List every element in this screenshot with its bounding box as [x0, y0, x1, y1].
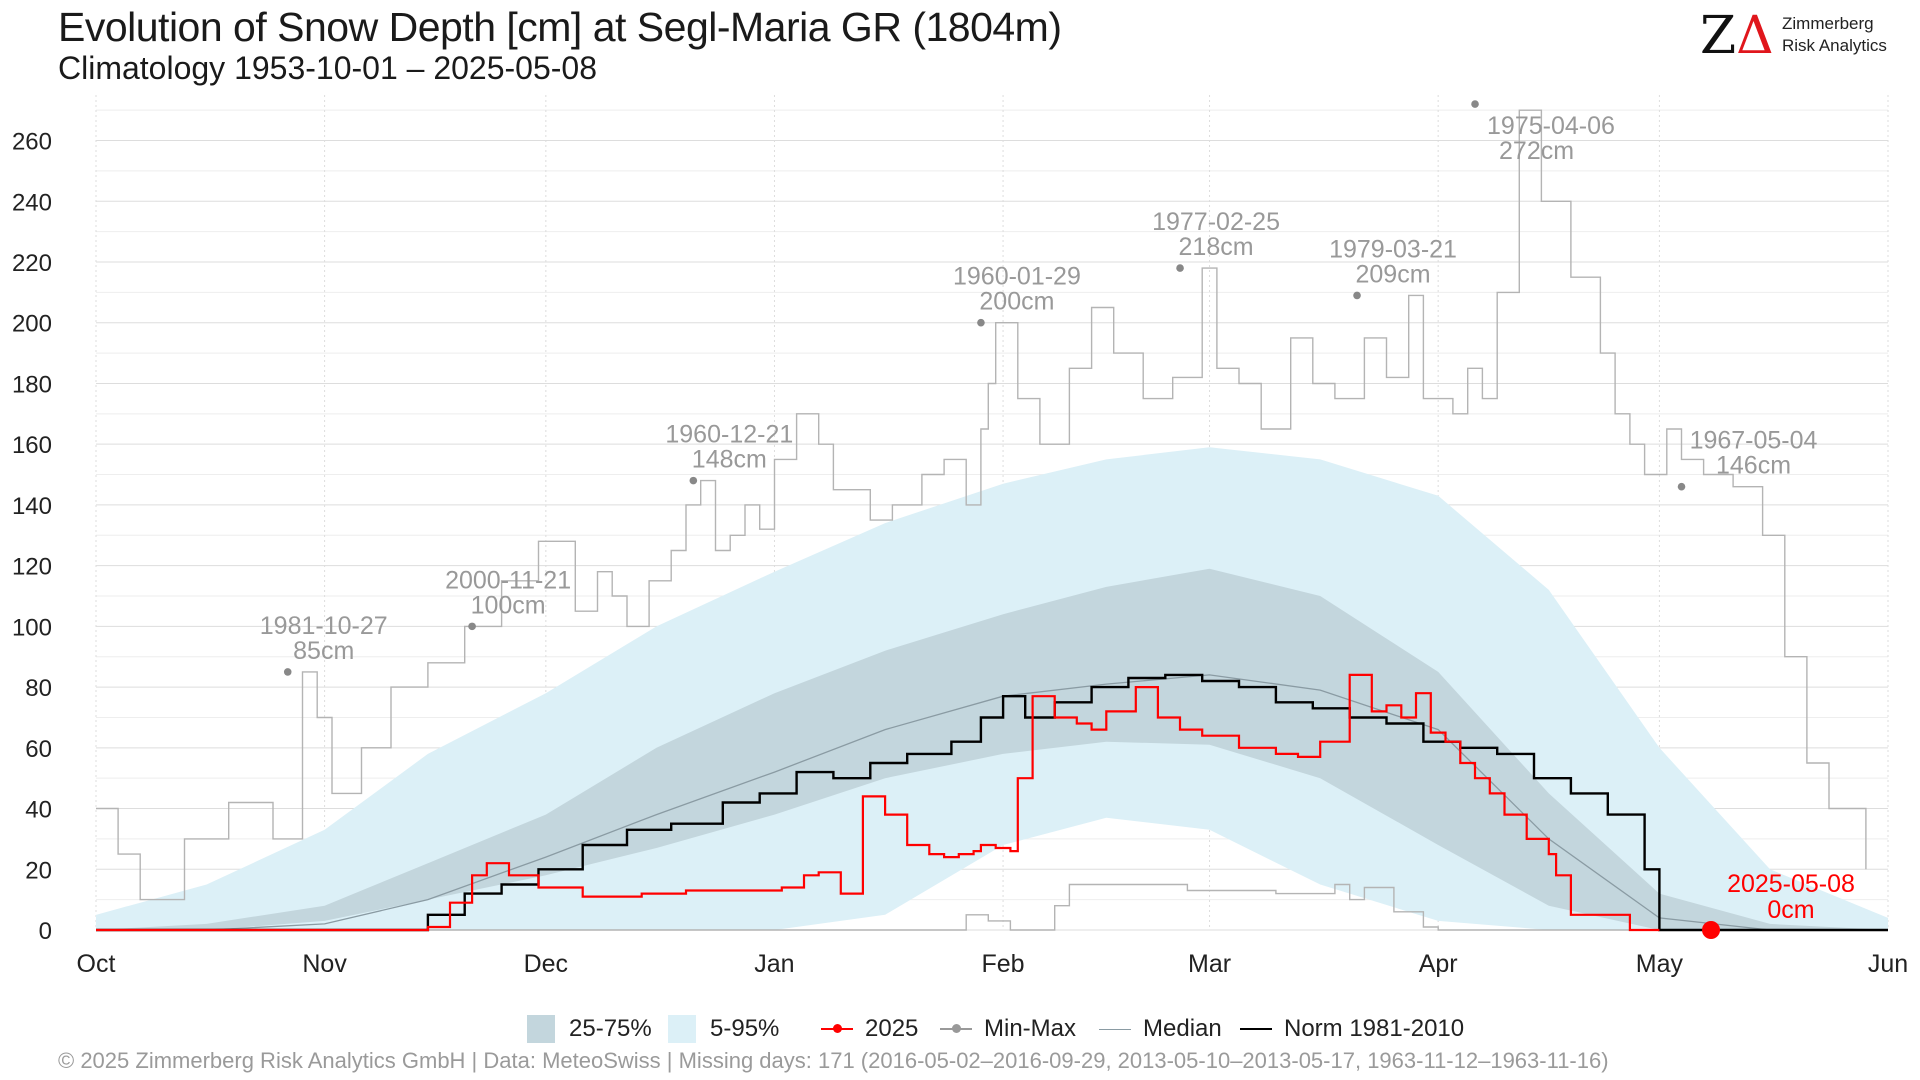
record-value-label: 272cm — [1499, 137, 1574, 165]
chart-title: Evolution of Snow Depth [cm] at Segl-Mar… — [58, 4, 1062, 50]
legend-item-25-75: 25-75% — [527, 1012, 652, 1046]
x-tick-label: Oct — [77, 950, 116, 978]
y-tick-label: 120 — [12, 554, 52, 581]
x-tick-label: Mar — [1188, 950, 1231, 978]
y-tick-label: 200 — [12, 311, 52, 338]
record-date-label: 1960-01-29 — [953, 263, 1081, 291]
logo-text-line2: Risk Analytics — [1782, 36, 1887, 55]
band-25-75 — [96, 568, 1888, 930]
x-tick-label: Dec — [524, 950, 568, 978]
legend-item-norm: Norm 1981-2010 — [1240, 1012, 1464, 1046]
chart-subtitle: Climatology 1953-10-01 – 2025-05-08 — [58, 50, 598, 86]
footer-credits: © 2025 Zimmerberg Risk Analytics GmbH | … — [58, 1048, 1609, 1073]
record-point — [1176, 264, 1184, 272]
legend-swatch-2025 — [821, 1015, 853, 1043]
record-value-label: 209cm — [1356, 260, 1431, 288]
logo-text-line1: Zimmerberg — [1782, 14, 1874, 33]
record-value-label: 200cm — [979, 288, 1054, 316]
x-tick-label: Feb — [982, 950, 1025, 978]
current-point — [1702, 921, 1721, 939]
legend-swatch-norm — [1240, 1015, 1272, 1043]
x-tick-label: Jan — [754, 950, 794, 978]
record-date-label: 2000-11-21 — [445, 566, 571, 594]
y-tick-label: 160 — [12, 432, 52, 459]
x-tick-label: Apr — [1419, 950, 1458, 978]
legend-label-5-95: 5-95% — [710, 1015, 780, 1042]
current-value-label: 0cm — [1767, 896, 1814, 924]
series-2025-line — [96, 673, 1660, 932]
x-tick-label: Jun — [1868, 950, 1908, 978]
record-point — [977, 318, 985, 327]
legend-item-median: Median — [1099, 1012, 1222, 1046]
legend-label-25-75: 25-75% — [569, 1015, 652, 1042]
y-tick-label: 100 — [12, 614, 52, 641]
snow-depth-chart: 0 20 40 60 80 100 120 140 160 180 200 220 240 260 Oct N… — [12, 95, 1908, 978]
y-tick-label: 260 — [12, 129, 52, 156]
y-tick-label: 0 — [39, 918, 52, 945]
y-tick-label: 180 — [12, 371, 52, 398]
legend-label-median: Median — [1143, 1015, 1222, 1042]
series-min-line — [96, 883, 1888, 931]
y-tick-label: 40 — [25, 797, 52, 824]
legend-item-2025: 2025 — [821, 1012, 918, 1046]
record-point — [689, 476, 698, 485]
percentile-bands — [96, 447, 1888, 930]
legend-swatch-median — [1099, 1015, 1131, 1043]
y-tick-label: 60 — [25, 736, 52, 763]
record-value-label: 146cm — [1716, 452, 1791, 480]
record-date-label: 1981-10-27 — [260, 612, 388, 640]
y-tick-label: 240 — [12, 189, 52, 216]
record-point — [283, 668, 292, 676]
record-value-label: 85cm — [293, 637, 354, 665]
legend-item-min-max: Min-Max — [940, 1012, 1076, 1046]
record-date-label: 1960-12-21 — [665, 421, 793, 449]
series-max-line — [96, 109, 1867, 901]
legend-label-2025: 2025 — [865, 1015, 919, 1042]
y-tick-label: 80 — [25, 675, 52, 702]
record-point — [468, 622, 476, 631]
y-tick-label: 20 — [25, 857, 52, 884]
record-date-label: 1975-04-06 — [1487, 112, 1615, 140]
legend-swatch-min-max — [940, 1015, 972, 1043]
legend-swatch-25-75 — [527, 1015, 555, 1043]
logo-mark: ZΔ — [1700, 6, 1774, 66]
legend-swatch-5-95 — [668, 1015, 696, 1043]
annotations: 1981-10-2785cm2000-11-21100cm1960-12-211… — [260, 100, 1855, 939]
x-tick-label: May — [1636, 950, 1684, 978]
legend-label-min-max: Min-Max — [984, 1015, 1077, 1042]
company-logo: ZΔ Zimmerberg Risk Analytics — [1700, 8, 1900, 64]
record-value-label: 218cm — [1179, 233, 1254, 261]
record-point — [1677, 482, 1686, 491]
legend-label-norm: Norm 1981-2010 — [1284, 1015, 1465, 1042]
record-point — [1471, 100, 1479, 108]
series-lines — [96, 109, 1888, 932]
record-date-label: 1977-02-25 — [1152, 208, 1280, 236]
record-point — [1353, 291, 1361, 300]
record-date-label: 1979-03-21 — [1329, 235, 1457, 263]
x-tick-label: Nov — [302, 950, 347, 978]
current-date-label: 2025-05-08 — [1727, 870, 1855, 898]
record-value-label: 148cm — [692, 446, 767, 474]
y-tick-label: 220 — [12, 250, 52, 277]
legend-item-5-95: 5-95% — [668, 1012, 779, 1046]
chart-legend: 25-75% 5-95% 2025 Min-Max Median Norm 19… — [0, 1012, 1920, 1046]
record-value-label: 100cm — [471, 591, 546, 619]
chart-axes: 0 20 40 60 80 100 120 140 160 180 200 220 240 260 Oct N… — [12, 129, 1908, 978]
record-date-label: 1967-05-04 — [1690, 427, 1818, 455]
y-tick-label: 140 — [12, 493, 52, 520]
